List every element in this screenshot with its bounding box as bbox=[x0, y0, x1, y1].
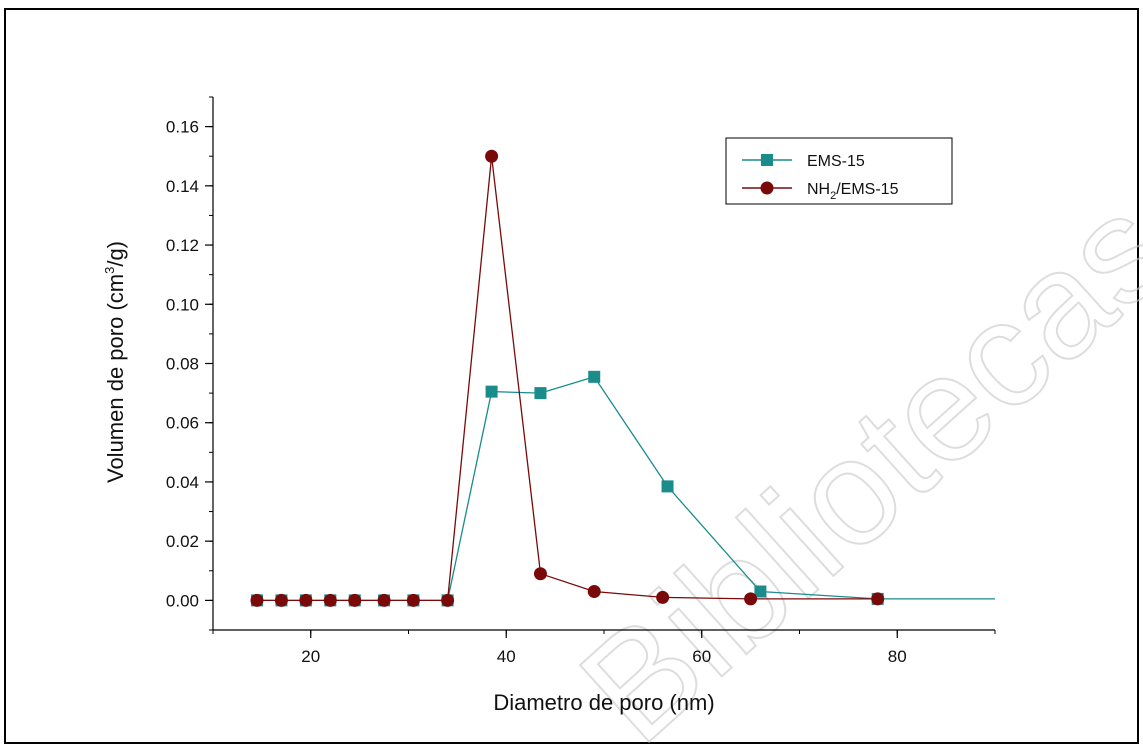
data-point-nh2ems15 bbox=[744, 592, 758, 606]
data-point-nh2ems15 bbox=[485, 149, 499, 163]
legend: EMS-15 NH2/EMS-15 bbox=[725, 137, 953, 205]
data-point-nh2ems15 bbox=[348, 593, 362, 607]
data-point-nh2ems15 bbox=[299, 593, 313, 607]
x-tick-label: 40 bbox=[497, 647, 516, 666]
x-tick-label: 80 bbox=[888, 647, 907, 666]
data-point-ems15 bbox=[661, 480, 674, 493]
data-point-nh2ems15 bbox=[871, 592, 885, 606]
data-point-ems15 bbox=[534, 387, 547, 400]
y-axis-title-part: /g) bbox=[103, 241, 128, 267]
figure-frame bbox=[4, 8, 1139, 744]
y-tick-label: 0.10 bbox=[166, 295, 199, 314]
y-tick-label: 0.06 bbox=[166, 414, 199, 433]
y-axis-title-part: Volumen de poro (cm bbox=[103, 274, 128, 483]
data-point-nh2ems15 bbox=[250, 593, 264, 607]
legend-marker-nh2ems15 bbox=[760, 181, 774, 195]
data-point-nh2ems15 bbox=[587, 585, 601, 599]
x-tick-label: 60 bbox=[692, 647, 711, 666]
y-tick-label: 0.16 bbox=[166, 118, 199, 137]
data-point-nh2ems15 bbox=[441, 593, 455, 607]
data-point-nh2ems15 bbox=[656, 590, 670, 604]
legend-label-ems15: EMS-15 bbox=[807, 153, 865, 170]
data-point-ems15 bbox=[754, 585, 767, 598]
y-tick-label: 0.04 bbox=[166, 473, 199, 492]
data-point-nh2ems15 bbox=[406, 593, 420, 607]
legend-marker-ems15 bbox=[761, 154, 773, 166]
y-tick-label: 0.12 bbox=[166, 236, 199, 255]
watermark-text: Bibliotecas de la U bbox=[549, 0, 1143, 746]
legend-label-nh2ems15-subscript: 2 bbox=[830, 190, 836, 202]
legend-label-nh2ems15-text: /EMS-15 bbox=[836, 181, 898, 198]
legend-label-nh2ems15-text: NH bbox=[807, 181, 830, 198]
data-point-nh2ems15 bbox=[323, 593, 337, 607]
y-axis-title-superscript: 3 bbox=[102, 267, 117, 274]
y-tick-label: 0.14 bbox=[166, 177, 199, 196]
x-tick-label: 20 bbox=[301, 647, 320, 666]
series-layer bbox=[250, 149, 995, 607]
data-point-ems15 bbox=[588, 370, 601, 383]
data-point-nh2ems15 bbox=[274, 593, 288, 607]
data-point-ems15 bbox=[485, 385, 498, 398]
data-point-nh2ems15 bbox=[377, 593, 391, 607]
data-point-nh2ems15 bbox=[533, 567, 547, 581]
y-axis-title: Volumen de poro (cm3/g) bbox=[102, 241, 128, 483]
legend-label-ems15-text: EMS-15 bbox=[807, 153, 865, 170]
y-tick-label: 0.00 bbox=[166, 591, 199, 610]
y-tick-label: 0.08 bbox=[166, 355, 199, 374]
x-axis-title: Diametro de poro (nm) bbox=[493, 690, 714, 715]
legend-label-nh2ems15: NH2/EMS-15 bbox=[807, 181, 899, 202]
axes: 0.00 0.02 0.04 0.06 0.08 0.10 0.12 0.14 0.16 20 40… bbox=[166, 96, 996, 666]
y-tick-label: 0.02 bbox=[166, 532, 199, 551]
